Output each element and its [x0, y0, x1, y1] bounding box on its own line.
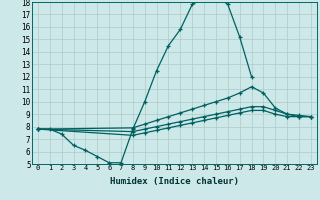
X-axis label: Humidex (Indice chaleur): Humidex (Indice chaleur): [110, 177, 239, 186]
